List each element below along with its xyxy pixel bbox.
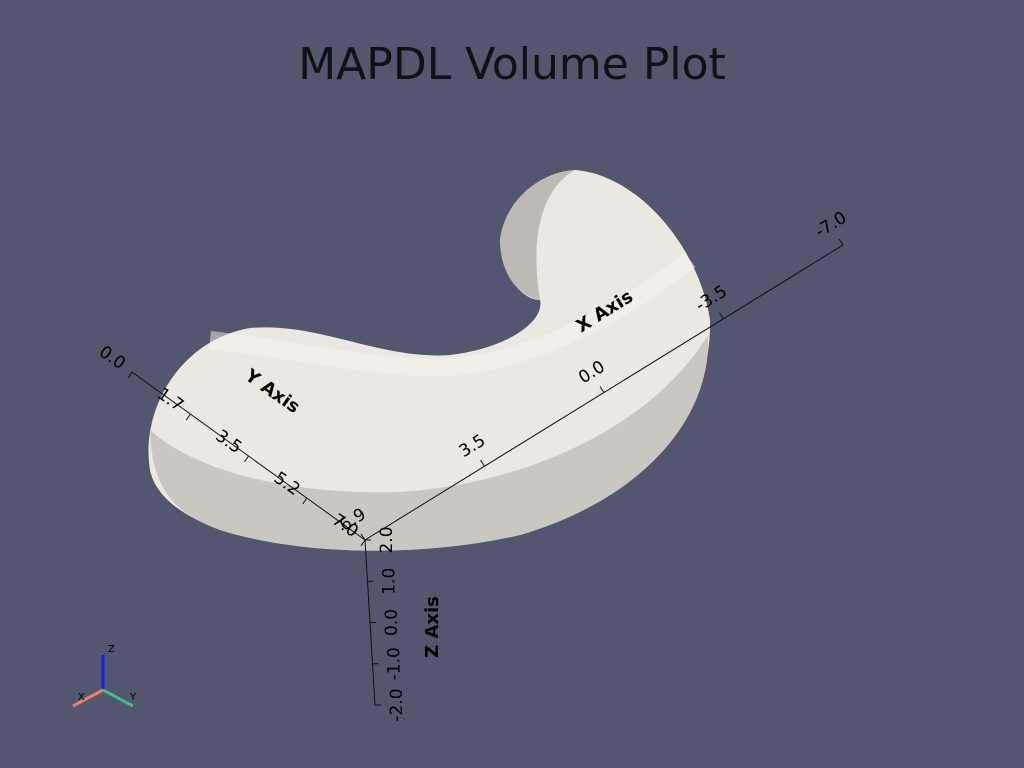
x-tick: [360, 533, 366, 541]
widget-z-label: Z: [108, 644, 115, 655]
y-tick: [244, 455, 249, 463]
title: MAPDL Volume Plot: [298, 39, 726, 90]
widget-y-label: Y: [129, 692, 137, 703]
volume-side: [150, 335, 709, 551]
volume-highlight: [209, 252, 696, 377]
z-tick-label: 0.0: [382, 609, 402, 636]
volume-inner: [500, 170, 575, 300]
z-tick-label: -2.0: [387, 688, 407, 721]
x-tick: [599, 386, 605, 393]
x-tick: [480, 459, 485, 467]
z-axis-title: Z Axis: [422, 596, 443, 658]
z-tick-label: 1.0: [380, 568, 400, 595]
widget-y: [102, 688, 134, 708]
z-tick-label: 2.0: [377, 526, 397, 553]
y-tick: [360, 539, 366, 547]
x-tick: [719, 312, 724, 320]
z-tick-label: -1.0: [385, 647, 405, 680]
y-tick: [127, 371, 133, 379]
orientation-widget: Z X Y: [72, 644, 137, 708]
widget-x: [72, 688, 104, 708]
y-tick: [302, 497, 308, 505]
x-tick: [838, 238, 844, 246]
volume: [148, 170, 711, 551]
widget-x-label: X: [78, 692, 85, 703]
y-tick: [185, 413, 191, 421]
